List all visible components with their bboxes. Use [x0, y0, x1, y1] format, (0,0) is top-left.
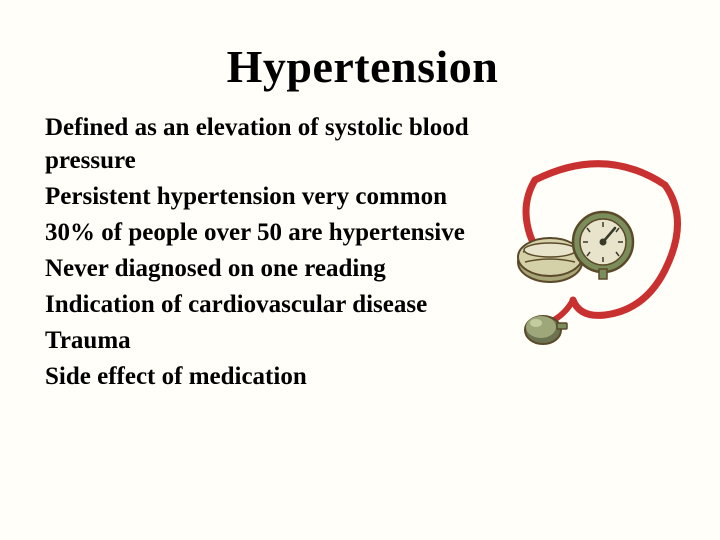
content-area: Defined as an elevation of systolic bloo…	[45, 111, 680, 396]
slide-title: Hypertension	[45, 40, 680, 93]
bullet-item: Indication of cardiovascular disease	[45, 288, 525, 321]
bullet-item: Never diagnosed on one reading	[45, 252, 525, 285]
bullet-item: Persistent hypertension very common	[45, 180, 525, 213]
bullet-item: Side effect of medication	[45, 360, 525, 393]
bullet-item: Defined as an elevation of systolic bloo…	[45, 111, 525, 177]
bullet-item: 30% of people over 50 are hypertensive	[45, 216, 525, 249]
bullet-list: Defined as an elevation of systolic bloo…	[45, 111, 525, 396]
sphygmomanometer-icon	[505, 150, 690, 350]
bullet-item: Trauma	[45, 324, 525, 357]
